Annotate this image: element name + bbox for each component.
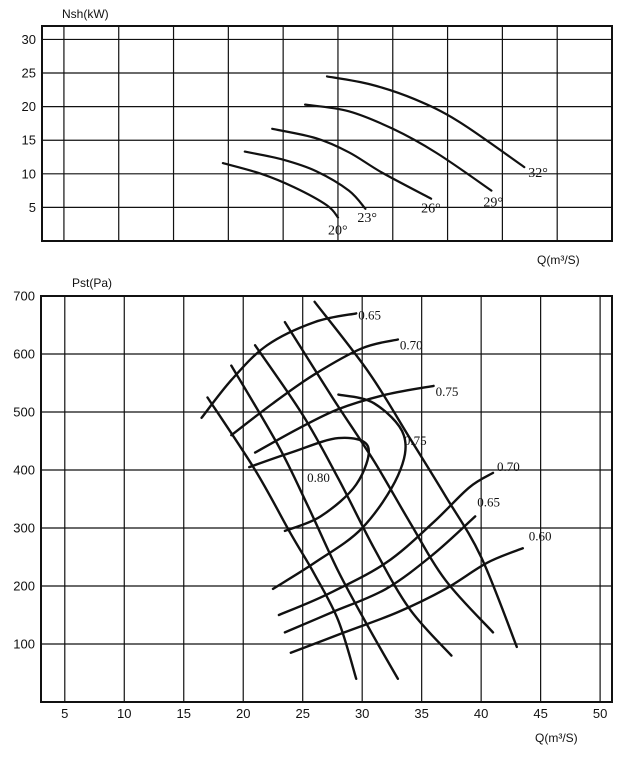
efficiency-curve bbox=[230, 338, 400, 437]
power-curve bbox=[304, 103, 493, 192]
y-tick-label: 20 bbox=[22, 99, 36, 114]
blade-angle-curve bbox=[206, 396, 358, 680]
x-tick-label: 20 bbox=[236, 706, 250, 721]
y-tick-label: 15 bbox=[22, 133, 36, 148]
x-tick-label: 25 bbox=[295, 706, 309, 721]
efficiency-label: 0.65 bbox=[477, 494, 500, 509]
x-tick-label: 50 bbox=[593, 706, 607, 721]
y-tick-label: 600 bbox=[13, 347, 35, 362]
x-tick-label: 35 bbox=[414, 706, 428, 721]
power-curve bbox=[271, 127, 433, 200]
y-tick-label: 400 bbox=[13, 463, 35, 478]
power-chart-y-axis-label: Nsh(kW) bbox=[62, 7, 109, 21]
y-tick-label: 200 bbox=[13, 579, 35, 594]
x-tick-label: 15 bbox=[177, 706, 191, 721]
x-tick-label: 30 bbox=[355, 706, 369, 721]
blade-angle-label: 23° bbox=[357, 211, 377, 226]
efficiency-label: 0.60 bbox=[529, 528, 552, 543]
efficiency-label: 0.70 bbox=[497, 459, 520, 474]
efficiency-label: 0.70 bbox=[400, 338, 423, 353]
pressure-chart-x-axis-label: Q(m³/S) bbox=[535, 731, 578, 745]
x-tick-label: 5 bbox=[61, 706, 68, 721]
x-tick-label: 10 bbox=[117, 706, 131, 721]
y-tick-label: 5 bbox=[29, 200, 36, 215]
y-tick-label: 700 bbox=[13, 289, 35, 304]
efficiency-curve bbox=[200, 312, 358, 419]
pressure-chart-efficiency-labels: 0.65 0.70 0.75 0.80 0.75 0.70 0.65 0.60 bbox=[307, 307, 551, 543]
blade-angle-curve bbox=[253, 344, 453, 657]
power-chart-x-axis-label: Q(m³/S) bbox=[537, 253, 580, 267]
efficiency-curve bbox=[271, 393, 407, 591]
y-tick-label: 300 bbox=[13, 521, 35, 536]
blade-angle-curve bbox=[230, 364, 400, 680]
x-tick-label: 40 bbox=[474, 706, 488, 721]
y-tick-label: 100 bbox=[13, 637, 35, 652]
efficiency-curve bbox=[289, 547, 524, 654]
x-tick-label: 45 bbox=[533, 706, 547, 721]
power-chart-frame bbox=[41, 25, 613, 242]
efficiency-label: 0.80 bbox=[307, 470, 330, 485]
blade-angle-label: 20° bbox=[328, 223, 348, 238]
pressure-chart-frame bbox=[40, 295, 613, 703]
efficiency-curve bbox=[253, 384, 435, 454]
pressure-chart-efficiency-curves bbox=[200, 312, 524, 654]
power-chart-curve-labels: 20° 23° 26° 29° 32° bbox=[328, 166, 548, 238]
efficiency-label: 0.75 bbox=[436, 384, 459, 399]
y-tick-label: 25 bbox=[22, 66, 36, 81]
power-chart-curves bbox=[221, 75, 526, 219]
power-chart-grid bbox=[42, 26, 612, 242]
pressure-chart-y-axis-label: Pst(Pa) bbox=[72, 276, 112, 290]
efficiency-label: 0.75 bbox=[404, 433, 427, 448]
power-curve bbox=[325, 75, 526, 169]
blade-angle-label: 26° bbox=[421, 202, 441, 217]
pressure-chart-x-ticks: 5 10 15 20 25 30 35 40 45 50 bbox=[61, 706, 607, 721]
power-curve bbox=[221, 162, 340, 219]
efficiency-curve bbox=[248, 436, 370, 533]
efficiency-curve bbox=[283, 515, 477, 634]
blade-angle-label: 29° bbox=[483, 196, 503, 211]
efficiency-curve bbox=[277, 471, 495, 617]
y-tick-label: 10 bbox=[22, 166, 36, 181]
power-chart-y-ticks: 5 10 15 20 25 30 bbox=[22, 32, 36, 215]
efficiency-label: 0.65 bbox=[358, 307, 381, 322]
blade-angle-curve bbox=[313, 300, 518, 649]
y-tick-label: 500 bbox=[13, 405, 35, 420]
y-tick-label: 30 bbox=[22, 32, 36, 47]
blade-angle-label: 32° bbox=[528, 166, 548, 181]
power-chart: 5 10 15 20 25 30 20° 23° 26° 29° 32° Nsh(kW) Q(m³… bbox=[22, 7, 613, 267]
power-curve bbox=[243, 150, 367, 210]
pressure-chart-y-ticks: 100 200 300 400 500 600 700 bbox=[13, 289, 35, 652]
pressure-chart-grid bbox=[41, 296, 612, 702]
